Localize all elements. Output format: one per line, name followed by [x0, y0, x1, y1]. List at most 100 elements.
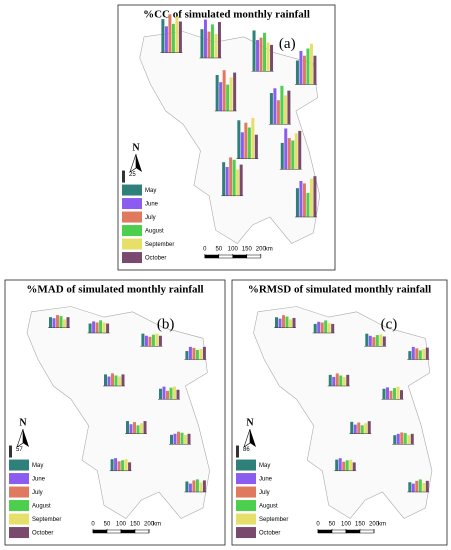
scale-tick-label: 50 [329, 522, 336, 528]
bar [309, 43, 313, 85]
bar [357, 422, 361, 434]
bar [306, 48, 310, 85]
bar [170, 434, 173, 445]
bar [164, 26, 168, 53]
bar [400, 390, 403, 400]
bar [396, 433, 400, 445]
bar [158, 335, 162, 347]
bar [121, 374, 125, 386]
north-arrow [129, 153, 137, 173]
bar [121, 460, 125, 471]
bar [382, 388, 386, 400]
north-arrow [16, 428, 24, 448]
bar [338, 458, 342, 471]
bar [342, 376, 346, 386]
scale-unit: km [265, 247, 273, 253]
bar [192, 480, 196, 492]
bar [335, 459, 339, 471]
scale-tick-label: 150 [242, 247, 253, 253]
legend-label: October [259, 531, 280, 537]
panel-frame [4, 279, 226, 546]
bar [328, 374, 332, 386]
bar [327, 323, 331, 333]
bar [59, 316, 63, 328]
bar [162, 386, 166, 400]
legend-label: May [32, 463, 43, 469]
bar [237, 120, 241, 159]
scale-segment [331, 529, 347, 534]
scale-tick-label: 100 [228, 247, 239, 253]
legend-swatch [122, 225, 142, 237]
bar [309, 178, 313, 217]
bar [345, 460, 349, 471]
bar [202, 480, 206, 492]
bar [276, 100, 280, 125]
legend-label: July [259, 490, 270, 496]
legend-swatch [122, 252, 142, 264]
bar [63, 319, 66, 328]
bar [203, 19, 207, 59]
map-outline [26, 306, 210, 519]
bar [136, 425, 140, 434]
bar [118, 376, 121, 386]
bar [418, 350, 422, 360]
legend-label: September [145, 242, 174, 248]
scale-segment [134, 529, 150, 534]
bar [393, 435, 397, 445]
legend-swatch [9, 473, 29, 485]
bar [332, 376, 336, 386]
bar [289, 319, 292, 328]
bar [49, 317, 52, 328]
bar [229, 77, 233, 111]
bar [275, 317, 278, 328]
bar [313, 176, 317, 217]
legend-label: September [32, 517, 61, 523]
legend-swatch [9, 527, 29, 539]
bar [128, 462, 132, 471]
scale-tick-label: 200 [369, 522, 380, 528]
bar [175, 16, 179, 53]
bar [353, 424, 357, 434]
bar [195, 350, 199, 360]
bar [161, 19, 165, 53]
panel-label: (c) [381, 316, 398, 332]
legend-swatch [236, 513, 256, 525]
bar [393, 388, 396, 400]
scale-segment [204, 254, 220, 259]
bar [331, 323, 335, 333]
north-label: N [132, 142, 140, 153]
bar [352, 462, 356, 471]
bar [148, 336, 152, 347]
legend-swatch [236, 486, 256, 498]
bar [320, 322, 324, 333]
scale-segment [218, 254, 234, 259]
legend-swatch [236, 527, 256, 539]
north-arrow [243, 428, 251, 448]
bar [313, 55, 317, 85]
bar [202, 346, 206, 360]
scale-segment [317, 529, 333, 534]
bar [407, 435, 411, 445]
bar [95, 322, 99, 333]
bar [133, 422, 136, 434]
legend-label: July [32, 490, 43, 496]
legend-swatch [236, 500, 256, 512]
bar [251, 117, 255, 159]
bar [155, 333, 159, 347]
scale-unit: km [378, 522, 386, 528]
bar [126, 421, 129, 434]
bar [106, 323, 110, 333]
north-label: N [19, 417, 27, 428]
bar [173, 433, 177, 445]
legend-label: May [259, 463, 270, 469]
bar [411, 483, 415, 492]
bar [214, 34, 218, 58]
bar [195, 479, 199, 492]
bar [110, 459, 114, 471]
bar [346, 374, 350, 386]
legend-label: August [259, 504, 278, 510]
bar [299, 181, 303, 217]
bar [151, 334, 155, 347]
bar [425, 347, 429, 360]
legend-label: September [259, 517, 288, 523]
